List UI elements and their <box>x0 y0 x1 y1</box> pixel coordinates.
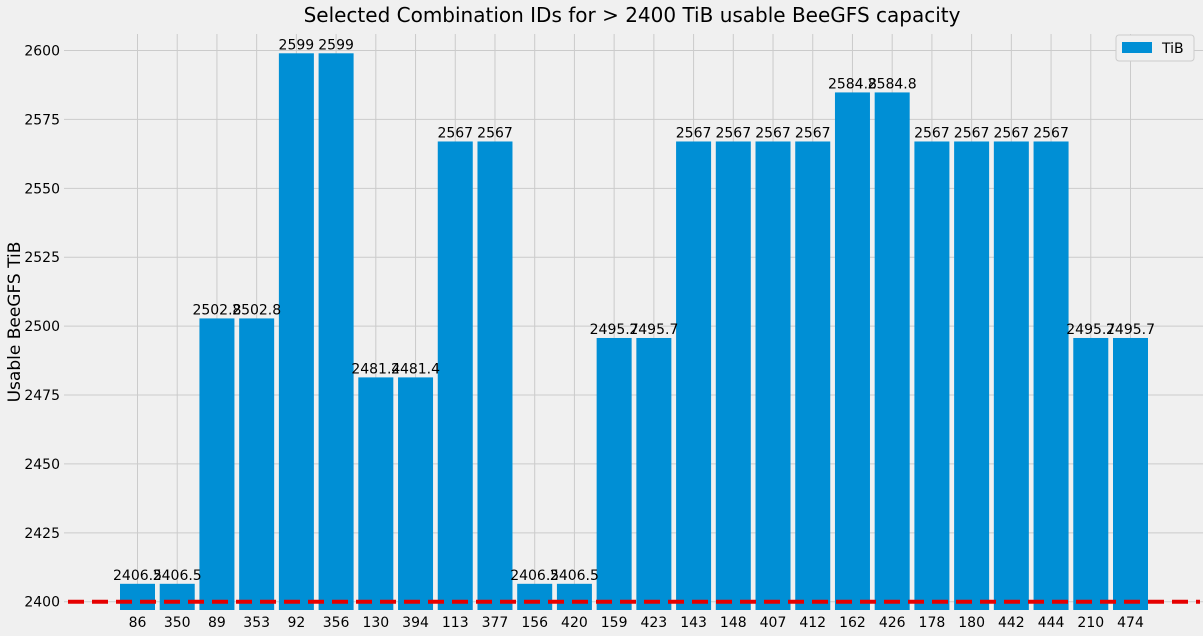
y-tick-label: 2475 <box>24 388 60 404</box>
bar <box>993 141 1029 610</box>
bar <box>159 583 195 610</box>
x-tick-label: 156 <box>521 615 548 631</box>
bar-value-label: 2599 <box>279 37 315 53</box>
legend-label: TiB <box>1161 41 1184 57</box>
bar <box>755 141 791 610</box>
bar-value-label: 2567 <box>1033 125 1069 141</box>
bars <box>120 53 1148 610</box>
bar <box>278 53 314 610</box>
y-tick-label: 2425 <box>24 526 60 542</box>
y-tick-label: 2400 <box>24 595 60 611</box>
x-tick-label: 356 <box>323 615 350 631</box>
bar <box>596 337 632 610</box>
legend-box <box>1115 34 1195 62</box>
bar-value-label: 2406.5 <box>113 568 162 584</box>
bar <box>120 583 155 610</box>
bar-value-label: 2406.5 <box>510 568 559 584</box>
x-tick-label: 159 <box>601 615 628 631</box>
bar <box>398 377 434 610</box>
bar <box>318 53 354 610</box>
bar-value-label: 2495.7 <box>1106 322 1155 338</box>
x-tick-label: 113 <box>442 615 469 631</box>
y-tick-label: 2450 <box>24 457 60 473</box>
x-tick-label: 474 <box>1117 615 1144 631</box>
x-tick-label: 92 <box>287 615 305 631</box>
y-axis-title: Usable BeeGFS TiB <box>5 242 25 403</box>
chart-title: Selected Combination IDs for > 2400 TiB … <box>304 3 961 27</box>
bar-value-label: 2567 <box>994 125 1030 141</box>
legend: TiB <box>1115 34 1195 62</box>
x-tick-label: 444 <box>1038 615 1065 631</box>
y-tick-label: 2525 <box>24 250 60 266</box>
bar-value-label: 2406.5 <box>550 568 599 584</box>
y-tick-labels: 2400 2425 2450 2475 2500 2525 2550 2575 2600 <box>24 44 60 611</box>
bar-value-label: 2599 <box>318 37 354 53</box>
bar-value-label: 2495.7 <box>590 322 639 338</box>
bar-value-label: 2567 <box>437 125 473 141</box>
x-tick-label: 394 <box>402 615 429 631</box>
x-tick-label: 180 <box>958 615 985 631</box>
bar-value-label: 2567 <box>914 125 950 141</box>
x-tick-label: 143 <box>680 615 707 631</box>
x-tick-label: 86 <box>129 615 147 631</box>
x-tick-label: 412 <box>799 615 826 631</box>
bar-value-label: 2584.8 <box>828 76 877 92</box>
bar-value-label: 2495.7 <box>629 322 678 338</box>
x-tick-label: 353 <box>243 615 270 631</box>
bar <box>715 141 751 610</box>
bar <box>795 141 831 610</box>
bar-value-label: 2502.8 <box>232 302 281 318</box>
bar <box>517 583 553 610</box>
bar <box>874 92 910 610</box>
bar <box>477 141 513 610</box>
bar-value-label: 2495.7 <box>1066 322 1115 338</box>
bar <box>437 141 473 610</box>
bar-value-label: 2481.4 <box>391 361 440 377</box>
bar <box>1073 337 1109 610</box>
y-tick-label: 2500 <box>24 319 60 335</box>
y-tick-label: 2550 <box>24 181 60 197</box>
x-tick-label: 426 <box>879 615 906 631</box>
bar <box>914 141 950 610</box>
bar-value-label: 2567 <box>676 125 712 141</box>
x-tick-label: 148 <box>720 615 747 631</box>
bar-value-label: 2567 <box>477 125 513 141</box>
x-tick-label: 162 <box>839 615 866 631</box>
bar <box>556 583 592 610</box>
bar <box>636 337 672 610</box>
x-tick-label: 377 <box>482 615 509 631</box>
bar-value-label: 2406.5 <box>153 568 202 584</box>
x-tick-label: 350 <box>164 615 191 631</box>
x-tick-label: 89 <box>208 615 226 631</box>
bar <box>1113 337 1148 610</box>
x-tick-label: 423 <box>640 615 667 631</box>
bar <box>358 377 394 610</box>
bar-value-label: 2481.4 <box>351 361 400 377</box>
legend-swatch <box>1122 42 1152 53</box>
bar-value-label: 2584.8 <box>868 76 917 92</box>
y-tick-label: 2600 <box>24 44 60 60</box>
bar-value-label: 2567 <box>795 125 831 141</box>
x-tick-labels: 86 350 89 353 92 356 130 394 113 377 156 420 159 423 1… <box>129 615 1144 631</box>
bar-value-label: 2567 <box>954 125 990 141</box>
x-tick-label: 442 <box>998 615 1025 631</box>
x-tick-label: 210 <box>1077 615 1104 631</box>
bar-value-label: 2502.8 <box>192 302 241 318</box>
bar-value-label: 2567 <box>715 125 751 141</box>
x-tick-label: 420 <box>561 615 588 631</box>
x-tick-label: 130 <box>362 615 389 631</box>
bar <box>834 92 870 610</box>
bar <box>239 318 275 610</box>
bar-value-label: 2567 <box>755 125 791 141</box>
bar <box>676 141 712 610</box>
bar <box>199 318 235 610</box>
y-tick-label: 2575 <box>24 112 60 128</box>
x-tick-label: 407 <box>760 615 787 631</box>
bar <box>954 141 990 610</box>
bar <box>1033 141 1069 610</box>
x-tick-label: 178 <box>919 615 946 631</box>
